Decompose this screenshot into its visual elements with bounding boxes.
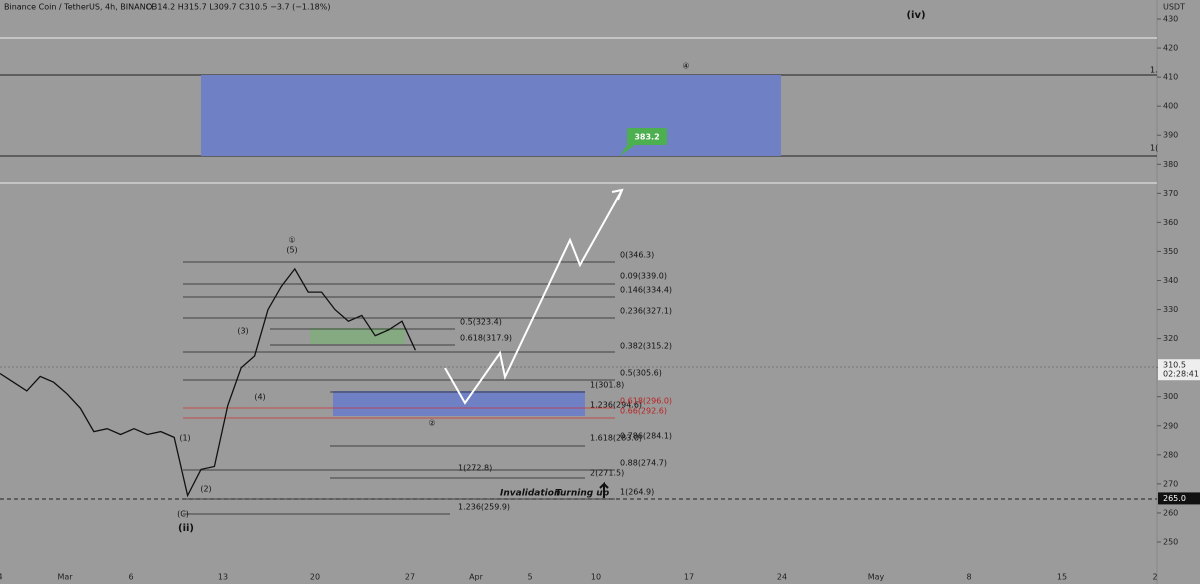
target-zone (201, 75, 781, 156)
target-label-box (627, 128, 667, 145)
y-tick-label: 420 (1163, 44, 1178, 53)
fib-label: 1(264.9) (620, 488, 654, 497)
y-tick-label: 360 (1163, 218, 1178, 227)
wave-label: (1) (179, 434, 190, 443)
fib-label: 0.236(327.1) (620, 307, 672, 316)
x-tick-label: 8 (966, 573, 971, 582)
fib-label: 1(272.8) (458, 464, 492, 473)
unit: USDT (1163, 3, 1185, 12)
y-tick-label: 380 (1163, 160, 1178, 169)
last-price-tag (1158, 359, 1200, 381)
y-tick-label: 260 (1163, 508, 1178, 517)
y-tick-label: 410 (1163, 73, 1178, 82)
y-tick-label: 330 (1163, 305, 1178, 314)
level-tag (1158, 492, 1200, 505)
fib-label: 0.66(292.6) (620, 407, 667, 416)
fib-label: 0(346.3) (620, 251, 654, 260)
wave-label: ② (428, 419, 435, 428)
x-tick-label: 17 (684, 573, 694, 582)
side-label: 1( (1150, 144, 1158, 153)
wave-label: (2) (200, 485, 211, 494)
last-price: 310.5 (1163, 361, 1186, 370)
target-label: 383.2 (634, 133, 659, 142)
zone (310, 328, 405, 344)
x-tick-label: 10 (591, 573, 601, 582)
fib-label: 0.618(296.0) (620, 397, 672, 406)
y-tick-label: 280 (1163, 450, 1178, 459)
price-line (0, 267, 416, 498)
x-tick-label: Mar (57, 573, 73, 582)
invalidation-label: Invalidation (500, 489, 560, 499)
x-tick-label: 5 (527, 573, 532, 582)
level-tag-label: 265.0 (1163, 494, 1186, 503)
wave-label: (ii) (178, 523, 194, 534)
x-tick-label: 13 (218, 573, 228, 582)
y-tick-label: 320 (1163, 334, 1178, 343)
y-tick-label: 290 (1163, 421, 1178, 430)
x-tick-label: Apr (469, 573, 484, 582)
y-tick-label: 250 (1163, 538, 1178, 547)
target-label-pointer (620, 145, 635, 156)
arrow-head (611, 188, 624, 201)
x-tick-label: 20 (310, 573, 320, 582)
x-tick-label: 2 (1152, 573, 1157, 582)
wave-label: (3) (237, 327, 248, 336)
wave-label: ④ (682, 62, 689, 71)
y-tick-label: 270 (1163, 479, 1178, 488)
fib-label: 0.88(274.7) (620, 459, 667, 468)
x-tick-label: 27 (405, 573, 415, 582)
wave-label: (5) (286, 246, 297, 255)
symbol: Binance Coin / TetherUS, 4h, BINANCE (4, 3, 156, 12)
fib-label: 0.5(305.6) (620, 369, 662, 378)
y-tick-label: 300 (1163, 392, 1178, 401)
x-tick-label: May (868, 573, 885, 582)
fib-label: 0.618(317.9) (460, 334, 512, 343)
side-label: 1. (1150, 66, 1158, 75)
countdown: 02:28:41 (1163, 370, 1199, 379)
fib-label: 2(271.5) (590, 469, 624, 478)
support-zone (333, 391, 585, 416)
y-tick-label: 400 (1163, 102, 1178, 111)
fib-lines (183, 261, 615, 515)
fib-label: 0.09(339.0) (620, 272, 667, 281)
fib-label: 0.146(334.4) (620, 286, 672, 295)
wave-label: (4) (254, 393, 265, 402)
projection-arrow (444, 189, 623, 405)
turning-label: Turning up (555, 489, 610, 499)
wave-label: ① (288, 236, 295, 245)
wave-label: (C) (177, 510, 189, 519)
fib-label: 1(301.8) (590, 381, 624, 390)
y-tick-label: 390 (1163, 131, 1178, 140)
y-tick-label: 350 (1163, 247, 1178, 256)
fib-label: 1.236(294.6) (590, 401, 642, 410)
up-arrow (599, 481, 609, 498)
fib-label: 1.618(283.0) (590, 434, 642, 443)
y-tick-label: 340 (1163, 276, 1178, 285)
ohlc: O314.2 H315.7 L309.7 C310.5 −3.7 (−1.18%… (146, 3, 330, 12)
x-tick-label: 15 (1057, 573, 1067, 582)
x-tick-label: 6 (128, 573, 133, 582)
x-tick-label: 4 (0, 573, 3, 582)
fib-label: 0.382(315.2) (620, 342, 672, 351)
y-tick-label: 430 (1163, 15, 1178, 24)
fib-label: 1.236(259.9) (458, 503, 510, 512)
fib-label: 0.786(284.1) (620, 432, 672, 441)
fib-label: 0.5(323.4) (460, 318, 502, 327)
wave-label: (iv) (906, 10, 925, 21)
y-tick-label: 370 (1163, 189, 1178, 198)
x-tick-label: 24 (777, 573, 787, 582)
